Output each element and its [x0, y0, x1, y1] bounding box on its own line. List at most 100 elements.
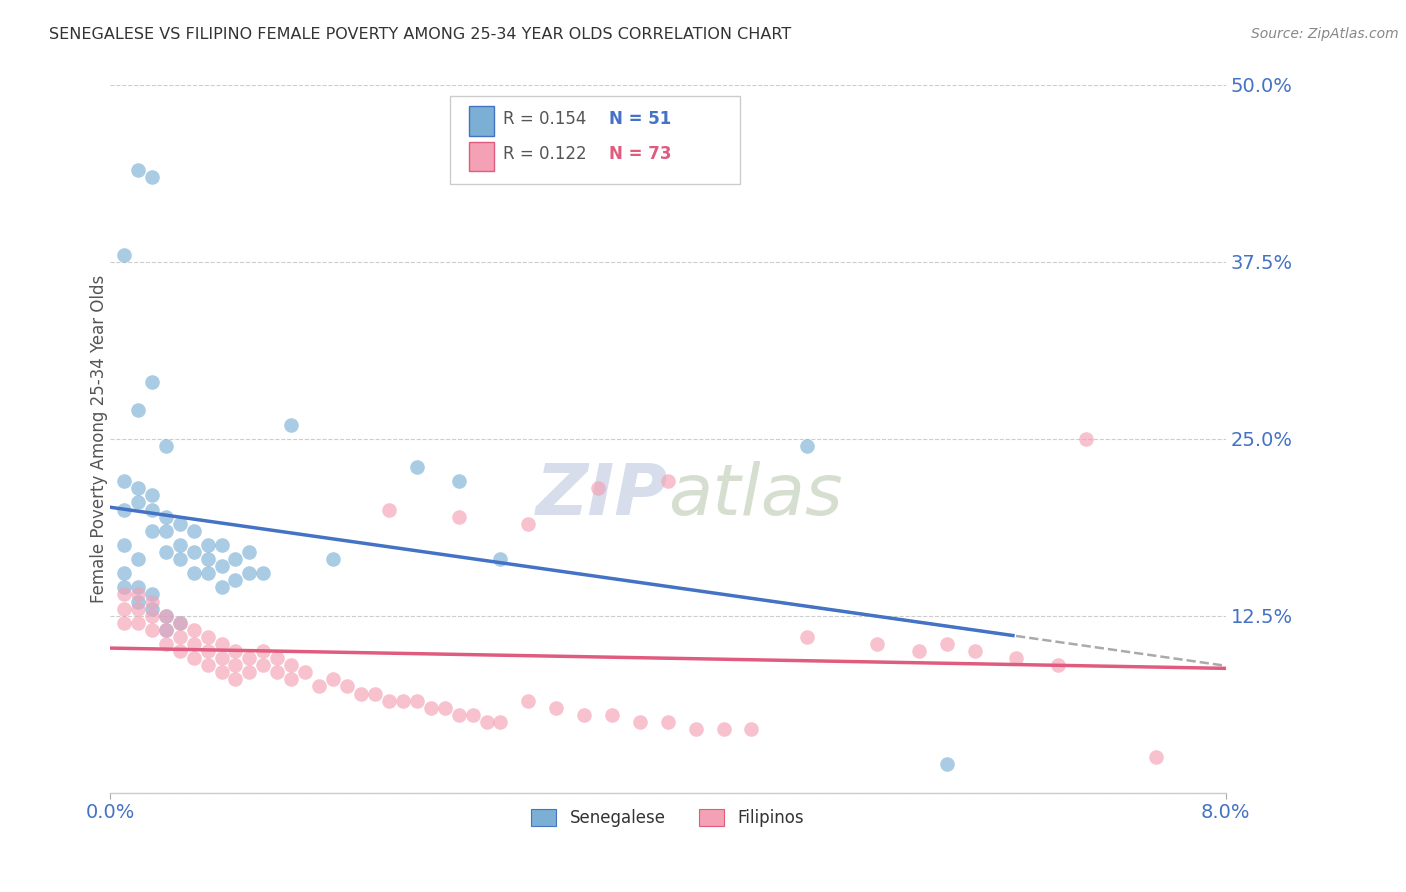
- Point: [1005, 651, 1028, 665]
- Point: [447, 475, 470, 489]
- Point: [294, 665, 316, 680]
- Legend: Senegalese, Filipinos: Senegalese, Filipinos: [524, 803, 811, 834]
- Point: [224, 552, 246, 566]
- Point: [266, 651, 288, 665]
- Point: [419, 700, 441, 714]
- Point: [1144, 750, 1167, 764]
- Point: [141, 169, 163, 184]
- Point: [112, 538, 135, 552]
- Point: [685, 722, 707, 736]
- Y-axis label: Female Poverty Among 25-34 Year Olds: Female Poverty Among 25-34 Year Olds: [90, 275, 108, 603]
- Point: [127, 594, 149, 608]
- Point: [447, 509, 470, 524]
- Point: [517, 516, 540, 531]
- Point: [322, 673, 344, 687]
- Point: [489, 552, 512, 566]
- Point: [224, 658, 246, 673]
- Point: [197, 644, 219, 658]
- Point: [433, 700, 456, 714]
- Point: [280, 658, 302, 673]
- Point: [211, 637, 233, 651]
- Point: [169, 516, 191, 531]
- Point: [280, 417, 302, 432]
- Point: [169, 615, 191, 630]
- Point: [713, 722, 735, 736]
- Point: [224, 673, 246, 687]
- Point: [211, 559, 233, 574]
- Point: [183, 566, 205, 581]
- Point: [238, 651, 260, 665]
- Point: [796, 630, 818, 644]
- Point: [252, 566, 274, 581]
- Point: [546, 700, 568, 714]
- Point: [112, 615, 135, 630]
- Point: [336, 680, 359, 694]
- Point: [197, 658, 219, 673]
- Point: [224, 644, 246, 658]
- Point: [796, 439, 818, 453]
- Point: [183, 623, 205, 637]
- Point: [447, 707, 470, 722]
- Point: [224, 574, 246, 588]
- Point: [141, 601, 163, 615]
- Text: N = 51: N = 51: [609, 110, 671, 128]
- Point: [378, 502, 401, 516]
- Point: [461, 707, 484, 722]
- Point: [252, 658, 274, 673]
- Point: [1047, 658, 1070, 673]
- Point: [364, 687, 387, 701]
- Point: [141, 623, 163, 637]
- Text: N = 73: N = 73: [609, 145, 671, 163]
- Point: [392, 693, 415, 707]
- Point: [155, 608, 177, 623]
- Point: [127, 162, 149, 177]
- Point: [141, 524, 163, 538]
- Point: [350, 687, 373, 701]
- FancyBboxPatch shape: [470, 106, 494, 136]
- Point: [628, 714, 651, 729]
- Point: [112, 502, 135, 516]
- Point: [935, 757, 957, 772]
- Point: [517, 693, 540, 707]
- Point: [266, 665, 288, 680]
- Point: [112, 581, 135, 595]
- Point: [405, 460, 427, 475]
- Point: [155, 439, 177, 453]
- Point: [127, 587, 149, 601]
- Point: [322, 552, 344, 566]
- Point: [211, 581, 233, 595]
- Point: [935, 637, 957, 651]
- Point: [572, 707, 595, 722]
- Point: [155, 637, 177, 651]
- Point: [127, 581, 149, 595]
- Point: [127, 615, 149, 630]
- Point: [112, 601, 135, 615]
- Point: [308, 680, 330, 694]
- Point: [141, 502, 163, 516]
- Point: [127, 481, 149, 495]
- Point: [112, 587, 135, 601]
- Point: [238, 566, 260, 581]
- Point: [183, 651, 205, 665]
- Text: R = 0.154: R = 0.154: [503, 110, 586, 128]
- Point: [155, 509, 177, 524]
- Point: [112, 475, 135, 489]
- Point: [141, 488, 163, 502]
- Point: [405, 693, 427, 707]
- Point: [740, 722, 762, 736]
- Point: [211, 538, 233, 552]
- Point: [475, 714, 498, 729]
- Point: [600, 707, 623, 722]
- Point: [280, 673, 302, 687]
- Point: [489, 714, 512, 729]
- Point: [238, 665, 260, 680]
- Point: [127, 403, 149, 417]
- Point: [127, 552, 149, 566]
- Point: [155, 545, 177, 559]
- Point: [155, 623, 177, 637]
- Point: [141, 594, 163, 608]
- Point: [155, 608, 177, 623]
- Point: [169, 630, 191, 644]
- Point: [112, 248, 135, 262]
- Point: [657, 714, 679, 729]
